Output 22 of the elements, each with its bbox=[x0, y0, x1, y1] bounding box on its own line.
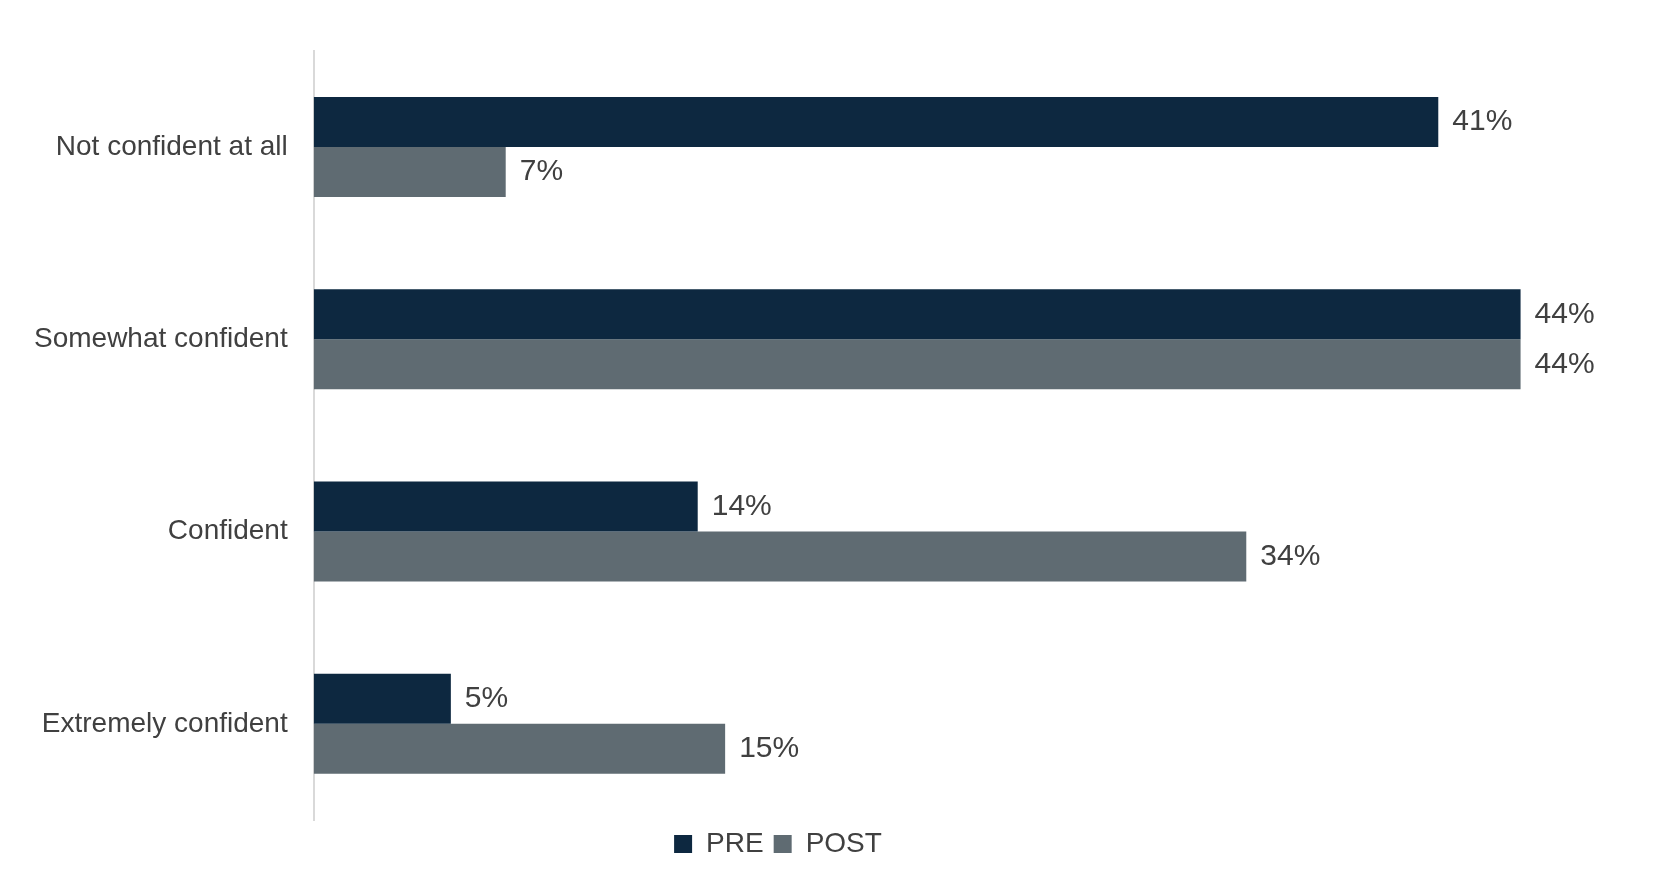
bar bbox=[313, 531, 1247, 582]
y-tick-label: Extremely confident bbox=[41, 706, 288, 738]
data-label: 44% bbox=[1534, 295, 1595, 329]
data-label: 14% bbox=[711, 487, 772, 521]
legend-label: PRE bbox=[706, 826, 764, 858]
data-label: 15% bbox=[739, 730, 800, 764]
data-label: 5% bbox=[464, 680, 509, 714]
bar bbox=[313, 723, 726, 774]
legend-label: POST bbox=[805, 826, 882, 858]
bar bbox=[313, 339, 1521, 390]
bar bbox=[313, 96, 1439, 147]
data-label: 41% bbox=[1452, 103, 1513, 137]
y-tick-label: Somewhat confident bbox=[33, 321, 288, 353]
y-tick-label: Confident bbox=[167, 514, 288, 546]
data-label: 34% bbox=[1260, 537, 1321, 571]
bar bbox=[313, 673, 451, 724]
data-label: 44% bbox=[1534, 345, 1595, 379]
bar bbox=[313, 289, 1521, 340]
bar bbox=[313, 146, 506, 197]
y-tick-label: Not confident at all bbox=[55, 129, 288, 161]
data-label: 7% bbox=[519, 153, 564, 187]
bar bbox=[313, 481, 698, 532]
